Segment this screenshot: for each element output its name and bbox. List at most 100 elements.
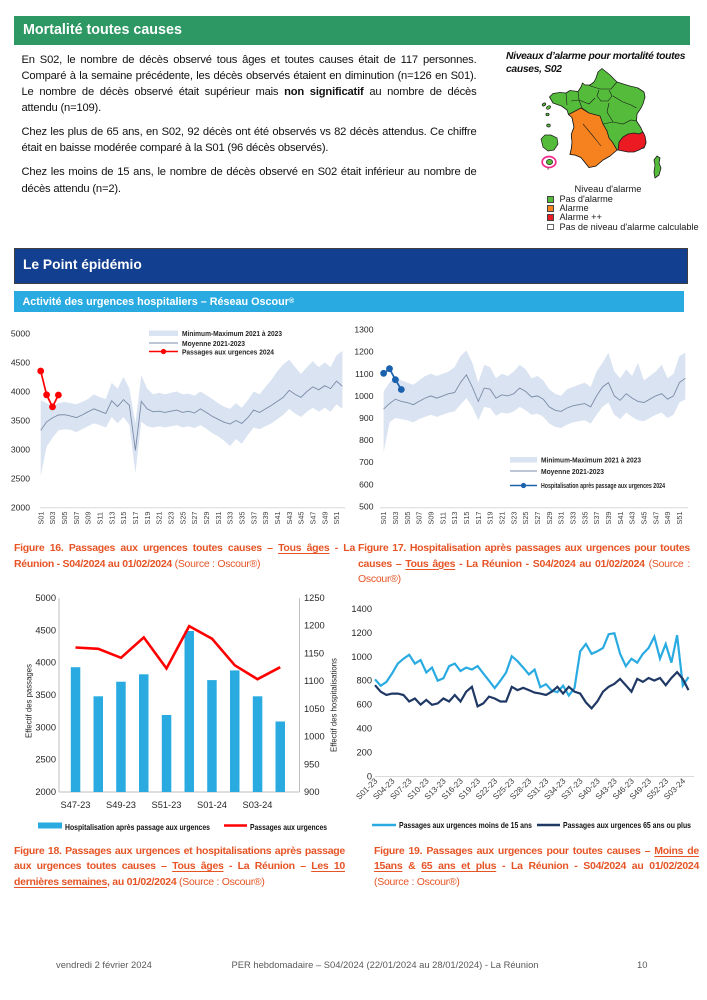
svg-text:Effectif des passages: Effectif des passages bbox=[25, 664, 34, 738]
svg-text:3500: 3500 bbox=[11, 416, 30, 426]
svg-text:S09: S09 bbox=[84, 512, 93, 525]
svg-text:S51-23: S51-23 bbox=[152, 800, 182, 810]
svg-text:Effectif des hospitalisations: Effectif des hospitalisations bbox=[330, 658, 339, 752]
svg-text:S15: S15 bbox=[462, 512, 471, 525]
svg-text:4500: 4500 bbox=[11, 358, 30, 368]
svg-text:900: 900 bbox=[304, 787, 320, 797]
svg-text:S17: S17 bbox=[131, 512, 140, 525]
svg-text:S41: S41 bbox=[273, 512, 282, 525]
svg-text:2500: 2500 bbox=[35, 755, 56, 765]
svg-text:Moyenne 2021-2023: Moyenne 2021-2023 bbox=[182, 339, 245, 348]
svg-text:S43: S43 bbox=[628, 512, 637, 525]
svg-text:S27: S27 bbox=[533, 512, 542, 525]
svg-text:S41: S41 bbox=[616, 512, 625, 525]
svg-text:1050: 1050 bbox=[304, 704, 325, 714]
svg-text:1200: 1200 bbox=[351, 628, 372, 638]
svg-text:S07: S07 bbox=[415, 512, 424, 525]
svg-text:S35: S35 bbox=[237, 512, 246, 525]
svg-text:S13: S13 bbox=[450, 512, 459, 525]
svg-text:S35: S35 bbox=[580, 512, 589, 525]
svg-text:S49-23: S49-23 bbox=[106, 800, 136, 810]
svg-text:Passages aux urgences: Passages aux urgences bbox=[250, 822, 327, 832]
svg-text:800: 800 bbox=[356, 676, 372, 686]
svg-text:S31: S31 bbox=[557, 512, 566, 525]
svg-text:S45: S45 bbox=[640, 512, 649, 525]
svg-text:S47: S47 bbox=[308, 512, 317, 525]
svg-text:Moyenne 2021-2023: Moyenne 2021-2023 bbox=[541, 467, 604, 476]
svg-text:2000: 2000 bbox=[11, 503, 30, 513]
svg-text:5000: 5000 bbox=[35, 593, 56, 603]
svg-text:Passages aux urgences 2024: Passages aux urgences 2024 bbox=[182, 347, 275, 356]
svg-text:S51: S51 bbox=[675, 512, 684, 525]
svg-text:4000: 4000 bbox=[35, 658, 56, 668]
svg-text:S39: S39 bbox=[604, 512, 613, 525]
svg-text:Minimum-Maximum 2021 à 2023: Minimum-Maximum 2021 à 2023 bbox=[182, 329, 282, 338]
svg-text:4000: 4000 bbox=[11, 387, 30, 397]
svg-text:S03: S03 bbox=[391, 512, 400, 525]
svg-text:S09: S09 bbox=[427, 512, 436, 525]
svg-text:S47-23: S47-23 bbox=[61, 800, 91, 810]
svg-text:1000: 1000 bbox=[304, 732, 325, 742]
svg-text:Hospitalisation après passage: Hospitalisation après passage aux urgenc… bbox=[541, 481, 666, 490]
svg-text:S19: S19 bbox=[486, 512, 495, 525]
svg-text:1200: 1200 bbox=[354, 347, 373, 357]
svg-text:S39: S39 bbox=[261, 512, 270, 525]
svg-text:200: 200 bbox=[356, 747, 372, 757]
svg-text:950: 950 bbox=[304, 759, 320, 769]
svg-text:3500: 3500 bbox=[35, 690, 56, 700]
svg-text:S01-24: S01-24 bbox=[197, 800, 227, 810]
svg-text:S17: S17 bbox=[474, 512, 483, 525]
svg-text:1000: 1000 bbox=[354, 391, 373, 401]
svg-text:S13: S13 bbox=[107, 512, 116, 525]
svg-text:S15: S15 bbox=[119, 512, 128, 525]
svg-text:4500: 4500 bbox=[35, 625, 56, 635]
svg-text:1250: 1250 bbox=[304, 593, 325, 603]
svg-text:700: 700 bbox=[359, 457, 374, 467]
svg-text:S25: S25 bbox=[178, 512, 187, 525]
svg-text:1000: 1000 bbox=[351, 652, 372, 662]
svg-text:S23: S23 bbox=[167, 512, 176, 525]
svg-text:900: 900 bbox=[359, 413, 374, 423]
svg-text:S49: S49 bbox=[663, 512, 672, 525]
svg-text:3000: 3000 bbox=[11, 445, 30, 455]
svg-text:600: 600 bbox=[359, 479, 374, 489]
svg-text:S37: S37 bbox=[249, 512, 258, 525]
svg-text:S29: S29 bbox=[202, 512, 211, 525]
svg-text:1300: 1300 bbox=[354, 325, 373, 335]
svg-text:S31: S31 bbox=[214, 512, 223, 525]
svg-text:S01: S01 bbox=[36, 512, 45, 525]
svg-text:S05: S05 bbox=[60, 512, 69, 525]
svg-text:S11: S11 bbox=[96, 512, 105, 524]
svg-text:0: 0 bbox=[367, 771, 372, 781]
svg-text:2000: 2000 bbox=[35, 787, 56, 797]
svg-text:Minimum-Maximum 2021 à 2023: Minimum-Maximum 2021 à 2023 bbox=[541, 456, 641, 465]
svg-text:800: 800 bbox=[359, 435, 374, 445]
svg-text:S45: S45 bbox=[297, 512, 306, 525]
svg-text:S25: S25 bbox=[521, 512, 530, 525]
svg-text:S33: S33 bbox=[569, 512, 578, 525]
svg-text:S29: S29 bbox=[545, 512, 554, 525]
svg-text:S03: S03 bbox=[48, 512, 57, 525]
svg-text:S21: S21 bbox=[155, 512, 164, 525]
svg-text:3000: 3000 bbox=[35, 722, 56, 732]
svg-text:S21: S21 bbox=[498, 512, 507, 525]
svg-text:S43: S43 bbox=[285, 512, 294, 525]
svg-text:S49: S49 bbox=[320, 512, 329, 525]
svg-text:500: 500 bbox=[359, 502, 374, 512]
svg-text:Passages aux urgences moins de: Passages aux urgences moins de 15 ans bbox=[399, 820, 532, 830]
svg-text:S11: S11 bbox=[438, 512, 447, 524]
svg-text:S47: S47 bbox=[651, 512, 660, 525]
svg-text:400: 400 bbox=[356, 724, 372, 734]
svg-text:Passages aux urgences 65 ans o: Passages aux urgences 65 ans ou plus bbox=[563, 820, 691, 830]
svg-text:S37: S37 bbox=[592, 512, 601, 525]
svg-text:1200: 1200 bbox=[304, 621, 325, 631]
svg-text:Hospitalisation après passage: Hospitalisation après passage aux urgenc… bbox=[65, 822, 210, 832]
svg-text:S33: S33 bbox=[226, 512, 235, 525]
svg-text:600: 600 bbox=[356, 700, 372, 710]
svg-text:S07: S07 bbox=[72, 512, 81, 525]
svg-text:1100: 1100 bbox=[355, 369, 374, 379]
svg-text:S23: S23 bbox=[509, 512, 518, 525]
svg-text:S01: S01 bbox=[379, 512, 388, 525]
svg-text:S27: S27 bbox=[190, 512, 199, 525]
svg-text:S19: S19 bbox=[143, 512, 152, 525]
